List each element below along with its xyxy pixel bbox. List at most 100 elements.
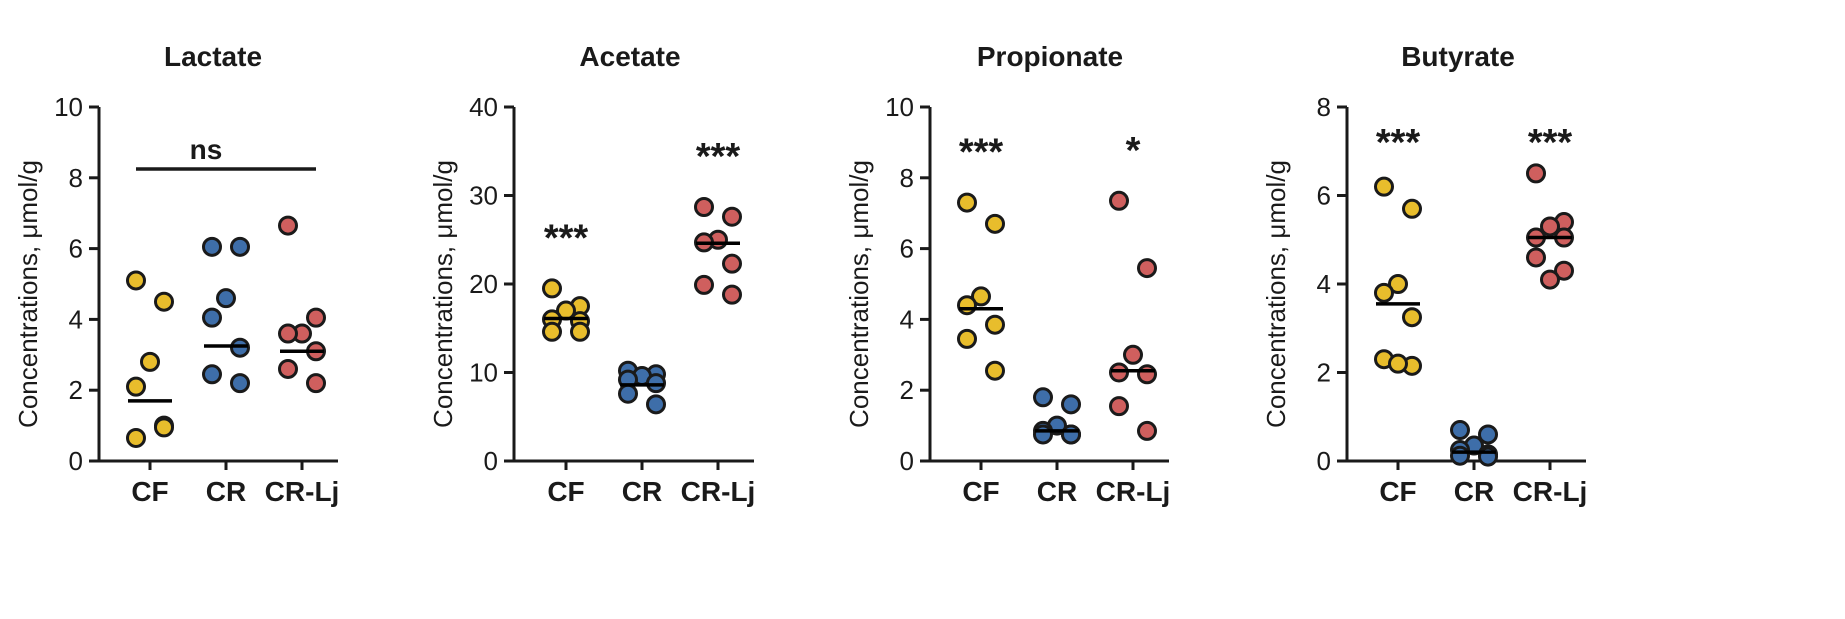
significance-marker: ***	[544, 217, 589, 259]
data-point-cf	[971, 286, 991, 307]
data-point-cf	[570, 321, 590, 342]
y-tick-label: 2	[900, 375, 914, 405]
data-point-cf	[957, 328, 977, 349]
significance-marker: ***	[1376, 122, 1421, 164]
y-tick-label: 6	[1317, 181, 1331, 211]
panel-acetate: Acetate 0 10 20 30 40 Concentrations, μmol/g CF…	[428, 41, 755, 507]
data-point-cf	[1388, 274, 1408, 294]
data-point-cr-lj	[1109, 190, 1129, 211]
data-point-cr	[1061, 424, 1081, 445]
comparison-label: ns	[190, 134, 223, 165]
x-tick-label: CF	[1379, 476, 1416, 507]
y-tick-label: 2	[1317, 358, 1331, 388]
data-point-cr-lj	[306, 373, 326, 394]
data-point-cr	[1450, 445, 1470, 466]
data-point-cr-lj	[1526, 163, 1546, 184]
y-tick-label: 8	[1317, 92, 1331, 122]
data-point-cr	[1033, 387, 1053, 408]
data-point-cr	[1033, 424, 1053, 445]
data-point-cr	[202, 236, 222, 257]
data-point-cr-lj	[1109, 396, 1129, 417]
data-point-cr-lj	[1137, 364, 1157, 385]
data-point-cr-lj	[1137, 258, 1157, 279]
data-point-cr-lj	[1137, 420, 1157, 441]
x-tick-label: CR	[206, 476, 246, 507]
y-axis-label: Concentrations, μmol/g	[13, 160, 43, 428]
x-tick-label: CF	[962, 476, 999, 507]
y-tick-label: 20	[469, 269, 498, 299]
data-point-cr	[216, 288, 236, 309]
data-point-cr-lj	[1554, 260, 1574, 281]
significance-marker: ***	[959, 132, 1004, 174]
significance-marker: ***	[696, 136, 741, 178]
data-point-cr	[1478, 424, 1498, 445]
data-point-cr	[646, 394, 666, 415]
data-point-cr-lj	[1526, 247, 1546, 268]
data-point-cr	[202, 307, 222, 328]
data-point-cr	[646, 373, 666, 394]
y-tick-label: 30	[469, 181, 498, 211]
data-point-cf	[126, 427, 146, 448]
data-point-cf	[542, 321, 562, 342]
y-tick-label: 6	[69, 234, 83, 264]
panel-butyrate: Butyrate 0 2 4 6 8 Concentrations, μmol/g CF ***…	[1261, 41, 1587, 507]
data-point-cr-lj	[1123, 344, 1143, 365]
data-point-cf	[985, 314, 1005, 335]
data-point-cf	[126, 270, 146, 291]
y-tick-label: 40	[469, 92, 498, 122]
data-point-cr-lj	[278, 215, 298, 236]
y-axis-label: Concentrations, μmol/g	[1261, 160, 1291, 428]
y-tick-label: 10	[885, 92, 914, 122]
x-tick-label: CR	[1454, 476, 1494, 507]
data-point-cf	[1374, 282, 1394, 303]
data-point-cf	[154, 291, 174, 312]
panel-lactate: Lactate 0 2 4 6 8 10 Concentrations, μmol/g CF CR…	[13, 41, 339, 507]
data-point-cr	[618, 383, 638, 404]
data-point-cr-lj	[278, 323, 298, 344]
data-point-cf	[985, 213, 1005, 234]
data-point-cr	[1450, 420, 1470, 441]
y-tick-label: 10	[469, 358, 498, 388]
x-tick-label: CR-Lj	[681, 476, 756, 507]
y-tick-label: 8	[69, 163, 83, 193]
data-point-cr-lj	[306, 307, 326, 328]
significance-marker: *	[1126, 130, 1141, 172]
significance-marker: ***	[1528, 122, 1573, 164]
y-axis-label: Concentrations, μmol/g	[428, 160, 458, 428]
y-tick-label: 0	[484, 446, 498, 476]
x-tick-label: CR-Lj	[1513, 476, 1588, 507]
data-point-cr-lj	[1540, 269, 1560, 290]
data-point-cr-lj	[722, 206, 742, 227]
y-tick-label: 4	[69, 304, 83, 334]
data-point-cr-lj	[1540, 216, 1560, 237]
data-point-cr	[230, 236, 250, 257]
x-tick-label: CR	[1037, 476, 1077, 507]
y-tick-label: 0	[1317, 446, 1331, 476]
data-point-cf	[126, 376, 146, 397]
data-point-cf	[1402, 198, 1422, 219]
data-point-cf	[1402, 307, 1422, 328]
panel-propionate: Propionate 0 2 4 6 8 10 Concentrations, μmol/g C…	[844, 41, 1170, 507]
data-point-cf	[542, 278, 562, 299]
y-tick-label: 10	[54, 92, 83, 122]
data-point-cf	[1388, 353, 1408, 374]
data-point-cr-lj	[694, 274, 714, 295]
data-point-cr	[230, 373, 250, 394]
data-point-cf	[985, 360, 1005, 381]
y-tick-label: 4	[1317, 269, 1331, 299]
x-tick-label: CR-Lj	[265, 476, 340, 507]
y-tick-label: 6	[900, 234, 914, 264]
panel-title: Propionate	[977, 41, 1123, 72]
panel-title: Acetate	[579, 41, 680, 72]
data-point-cf	[1374, 176, 1394, 197]
y-tick-label: 2	[69, 375, 83, 405]
data-point-cf	[957, 295, 977, 316]
data-point-cr-lj	[1109, 362, 1129, 383]
data-point-cr	[230, 337, 250, 358]
data-point-cr-lj	[722, 284, 742, 305]
data-point-cr-lj	[694, 197, 714, 218]
data-point-cr	[1061, 394, 1081, 415]
panel-title: Butyrate	[1401, 41, 1515, 72]
x-tick-label: CF	[547, 476, 584, 507]
